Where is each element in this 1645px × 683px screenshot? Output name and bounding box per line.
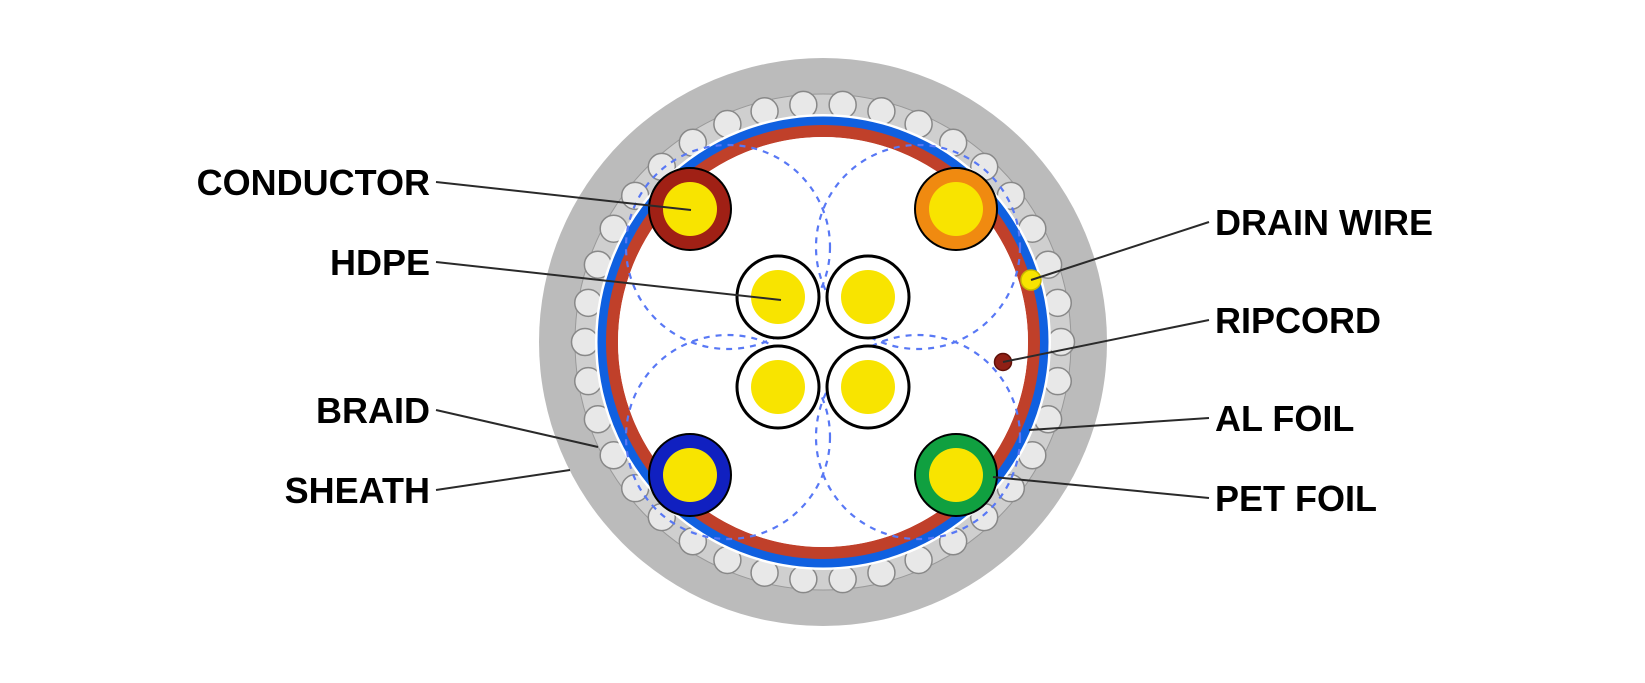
label-braid: BRAID (316, 390, 430, 432)
label-drain-wire: DRAIN WIRE (1215, 202, 1433, 244)
cable-cross-section (0, 0, 1645, 683)
diagram-container: CONDUCTOR HDPE BRAID SHEATH DRAIN WIRE R… (0, 0, 1645, 683)
label-pet-foil: PET FOIL (1215, 478, 1377, 520)
label-hdpe: HDPE (330, 242, 430, 284)
label-ripcord: RIPCORD (1215, 300, 1381, 342)
label-al-foil: AL FOIL (1215, 398, 1354, 440)
label-conductor: CONDUCTOR (197, 162, 430, 204)
label-sheath: SHEATH (285, 470, 430, 512)
